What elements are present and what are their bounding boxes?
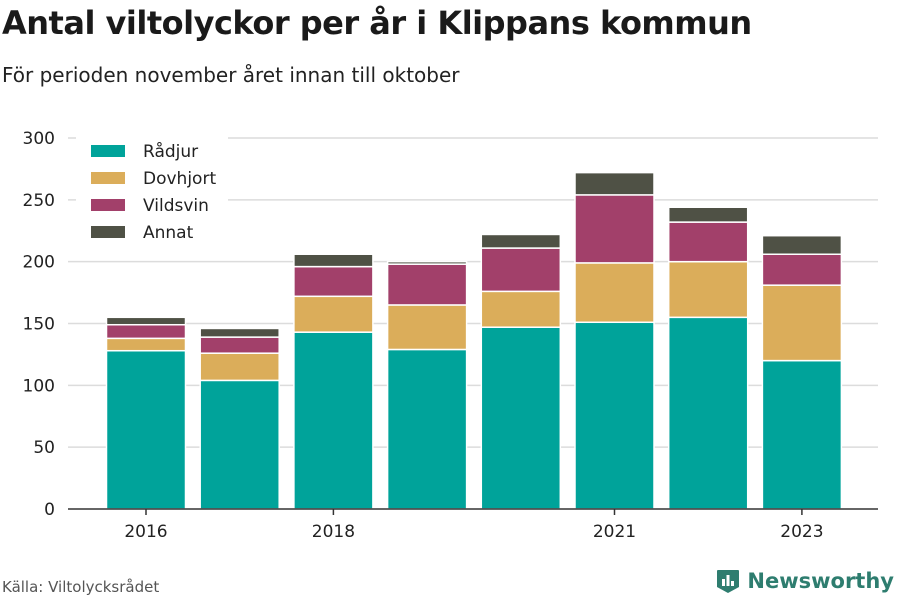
bar-segment: [199, 327, 280, 338]
bar-segment: [480, 233, 562, 249]
legend-swatch: [91, 226, 125, 238]
legend-swatch: [91, 172, 125, 184]
bar-segment: [105, 323, 187, 340]
bar-segment: [480, 290, 562, 328]
x-tick-label: 2018: [312, 522, 355, 542]
y-tick-label: 100: [23, 376, 55, 396]
y-tick-label: 300: [23, 129, 55, 149]
bar-segment: [199, 379, 280, 510]
brand-logo: Newsworthy: [715, 568, 894, 594]
legend-label: Annat: [143, 223, 194, 243]
bar-segment: [293, 295, 374, 333]
bar-segment: [667, 260, 749, 319]
bar-segment: [574, 171, 655, 196]
bar-segment: [293, 265, 374, 298]
bar-segment: [199, 352, 280, 382]
bar-segment: [480, 326, 562, 510]
bar-segment: [105, 337, 187, 352]
y-tick-label: 150: [23, 315, 55, 335]
x-tick-label: 2016: [124, 522, 167, 542]
bar-segment: [667, 206, 749, 223]
legend-label: Rådjur: [143, 141, 198, 162]
x-tick-label: 2021: [593, 522, 636, 542]
bar-segment: [667, 316, 749, 510]
bar-segment: [105, 349, 187, 510]
bar-segment: [293, 331, 374, 510]
legend-swatch: [91, 199, 125, 211]
bar-segment: [574, 321, 655, 510]
legend-swatch: [91, 145, 125, 157]
legend-label: Vildsvin: [143, 196, 209, 216]
bar-segment: [667, 221, 749, 263]
bar-segment: [761, 359, 843, 510]
y-tick-label: 250: [23, 191, 55, 211]
bar-segment: [386, 263, 468, 306]
bar-segment: [761, 253, 843, 286]
bar-chart-logo-icon: [717, 570, 740, 593]
bar-segment: [761, 234, 843, 255]
legend-label: Dovhjort: [143, 169, 216, 189]
bar-segment: [386, 304, 468, 351]
bar-segment: [574, 194, 655, 264]
bar-segment: [574, 262, 655, 324]
bar-segment: [105, 316, 187, 326]
bar-segment: [761, 284, 843, 362]
y-tick-label: 50: [33, 438, 55, 458]
y-tick-label: 200: [23, 253, 55, 273]
x-tick-label: 2023: [780, 522, 823, 542]
brand-name: Newsworthy: [747, 569, 894, 593]
chart-title: Antal viltolyckor per år i Klippans komm…: [2, 4, 752, 42]
bar-segment: [386, 260, 468, 265]
bar-segment: [293, 253, 374, 268]
bar-segment: [199, 336, 280, 354]
bar-segment: [480, 247, 562, 293]
chart-subtitle: För perioden november året innan till ok…: [2, 63, 460, 87]
bar-segment: [386, 348, 468, 510]
y-tick-label: 0: [44, 500, 55, 520]
source-note: Källa: Viltolycksrådet: [2, 578, 160, 596]
